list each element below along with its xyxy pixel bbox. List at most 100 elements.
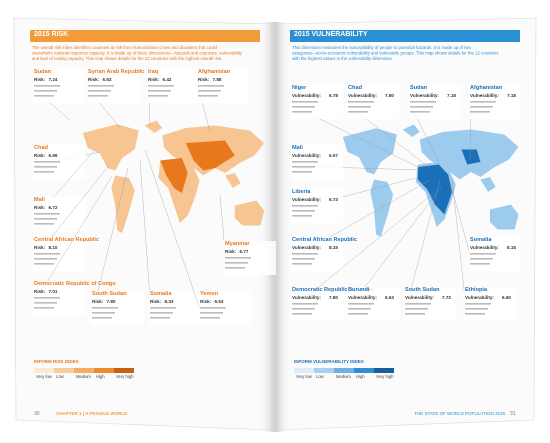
legend-title: INFORM VULNERABILITY INDEX xyxy=(294,359,364,364)
detail-line xyxy=(292,215,312,217)
metric-label: Vulnerability: xyxy=(348,93,377,98)
metric-value: 7.80 xyxy=(329,295,338,300)
detail-line xyxy=(410,106,433,108)
metric-value: 8.10 xyxy=(49,245,58,250)
country-name: Central African Republic xyxy=(34,237,99,243)
metric-value: 6.42 xyxy=(163,77,172,82)
legend-swatch xyxy=(314,368,334,373)
detail-line xyxy=(470,111,490,113)
detail-line xyxy=(150,307,176,309)
detail-line xyxy=(292,303,318,305)
detail-line xyxy=(410,101,436,103)
legend-swatch xyxy=(34,368,54,373)
metric-label: Vulnerability: xyxy=(405,295,434,300)
country-name: Chad xyxy=(348,85,363,91)
country-name: Mali xyxy=(34,197,45,203)
leader-line xyxy=(449,181,472,259)
detail-line xyxy=(92,317,112,319)
detail-line xyxy=(292,111,312,113)
right-header-bar xyxy=(290,30,520,42)
detail-line xyxy=(348,101,374,103)
metric-value: 6.73 xyxy=(329,197,338,202)
leader-line xyxy=(92,167,129,313)
detail-line xyxy=(348,303,374,305)
metric-value: 8.15 xyxy=(507,245,516,250)
legend-swatch xyxy=(334,368,354,373)
detail-line xyxy=(200,312,223,314)
metric-label: Risk: xyxy=(88,77,100,82)
leader-line xyxy=(139,159,152,313)
detail-line xyxy=(465,308,488,310)
detail-line xyxy=(292,313,312,315)
country-name: Somalia xyxy=(150,291,172,297)
detail-line xyxy=(34,166,57,168)
metric-label: Vulnerability: xyxy=(292,153,321,158)
intro-text: This dimension measures the susceptibili… xyxy=(292,45,499,61)
country-name: Ethiopia xyxy=(465,287,488,293)
detail-line xyxy=(405,303,431,305)
detail-line xyxy=(34,85,60,87)
metric-value: 7.72 xyxy=(442,295,451,300)
detail-line xyxy=(150,312,173,314)
country-name: Yemen xyxy=(200,291,219,297)
leader-line xyxy=(451,177,467,309)
detail-line xyxy=(200,317,220,319)
metric-label: Vulnerability: xyxy=(410,93,439,98)
detail-line xyxy=(292,258,315,260)
right-title: 2015 VULNERABILITY xyxy=(294,31,368,38)
legend-label: Medium xyxy=(336,374,351,379)
detail-line xyxy=(34,161,60,163)
left-title: 2015 RISK xyxy=(34,31,68,38)
right-map-highlight xyxy=(417,149,481,215)
detail-line xyxy=(348,313,368,315)
detail-line xyxy=(348,106,371,108)
metric-label: Risk: xyxy=(34,245,46,250)
country-name: Afghanistan xyxy=(470,85,503,91)
metric-value: 6.53 xyxy=(215,299,224,304)
detail-line xyxy=(292,171,312,173)
country-name: Sudan xyxy=(410,85,428,91)
metric-value: 7.88 xyxy=(213,77,222,82)
metric-value: 7.24 xyxy=(49,77,58,82)
metric-label: Risk: xyxy=(148,77,160,82)
detail-line xyxy=(34,258,57,260)
detail-line xyxy=(34,213,60,215)
detail-line xyxy=(34,263,54,265)
metric-label: Vulnerability: xyxy=(292,245,321,250)
metric-value: 7.18 xyxy=(507,93,516,98)
legend-swatch xyxy=(114,368,134,373)
metric-label: Vulnerability: xyxy=(292,295,321,300)
detail-line xyxy=(88,95,108,97)
country-name: Somalia xyxy=(470,237,492,243)
metric-value: 6.53 xyxy=(103,77,112,82)
detail-line xyxy=(292,161,318,163)
country-name: Afghanistan xyxy=(198,69,231,75)
legend-swatch xyxy=(54,368,74,373)
intro-text: The overall risk index identifies countr… xyxy=(32,45,243,61)
detail-line xyxy=(292,101,318,103)
metric-label: Risk: xyxy=(92,299,104,304)
legend-label: Low xyxy=(316,374,325,379)
detail-line xyxy=(292,205,318,207)
country-name: Central African Republic xyxy=(292,237,357,243)
detail-line xyxy=(92,312,115,314)
country-name: Liberia xyxy=(292,189,311,195)
leader-line xyxy=(405,179,441,309)
legend-label: Medium xyxy=(76,374,91,379)
country-name: Sudan xyxy=(34,69,52,75)
legend-label: High xyxy=(96,374,105,379)
detail-line xyxy=(225,262,248,264)
detail-line xyxy=(34,302,57,304)
metric-value: 6.63 xyxy=(385,295,394,300)
detail-line xyxy=(150,317,170,319)
metric-label: Vulnerability: xyxy=(292,197,321,202)
detail-line xyxy=(34,223,54,225)
left-footer: CHAPTER 1 | A FRAGILE WORLD xyxy=(56,411,128,416)
metric-value: 6.77 xyxy=(240,249,249,254)
country-name: South Sudan xyxy=(405,287,440,293)
detail-line xyxy=(198,90,221,92)
metric-value: 6.78 xyxy=(329,93,338,98)
metric-value: 7.80 xyxy=(107,299,116,304)
legend-label: Very high xyxy=(376,374,394,379)
metric-label: Risk: xyxy=(198,77,210,82)
